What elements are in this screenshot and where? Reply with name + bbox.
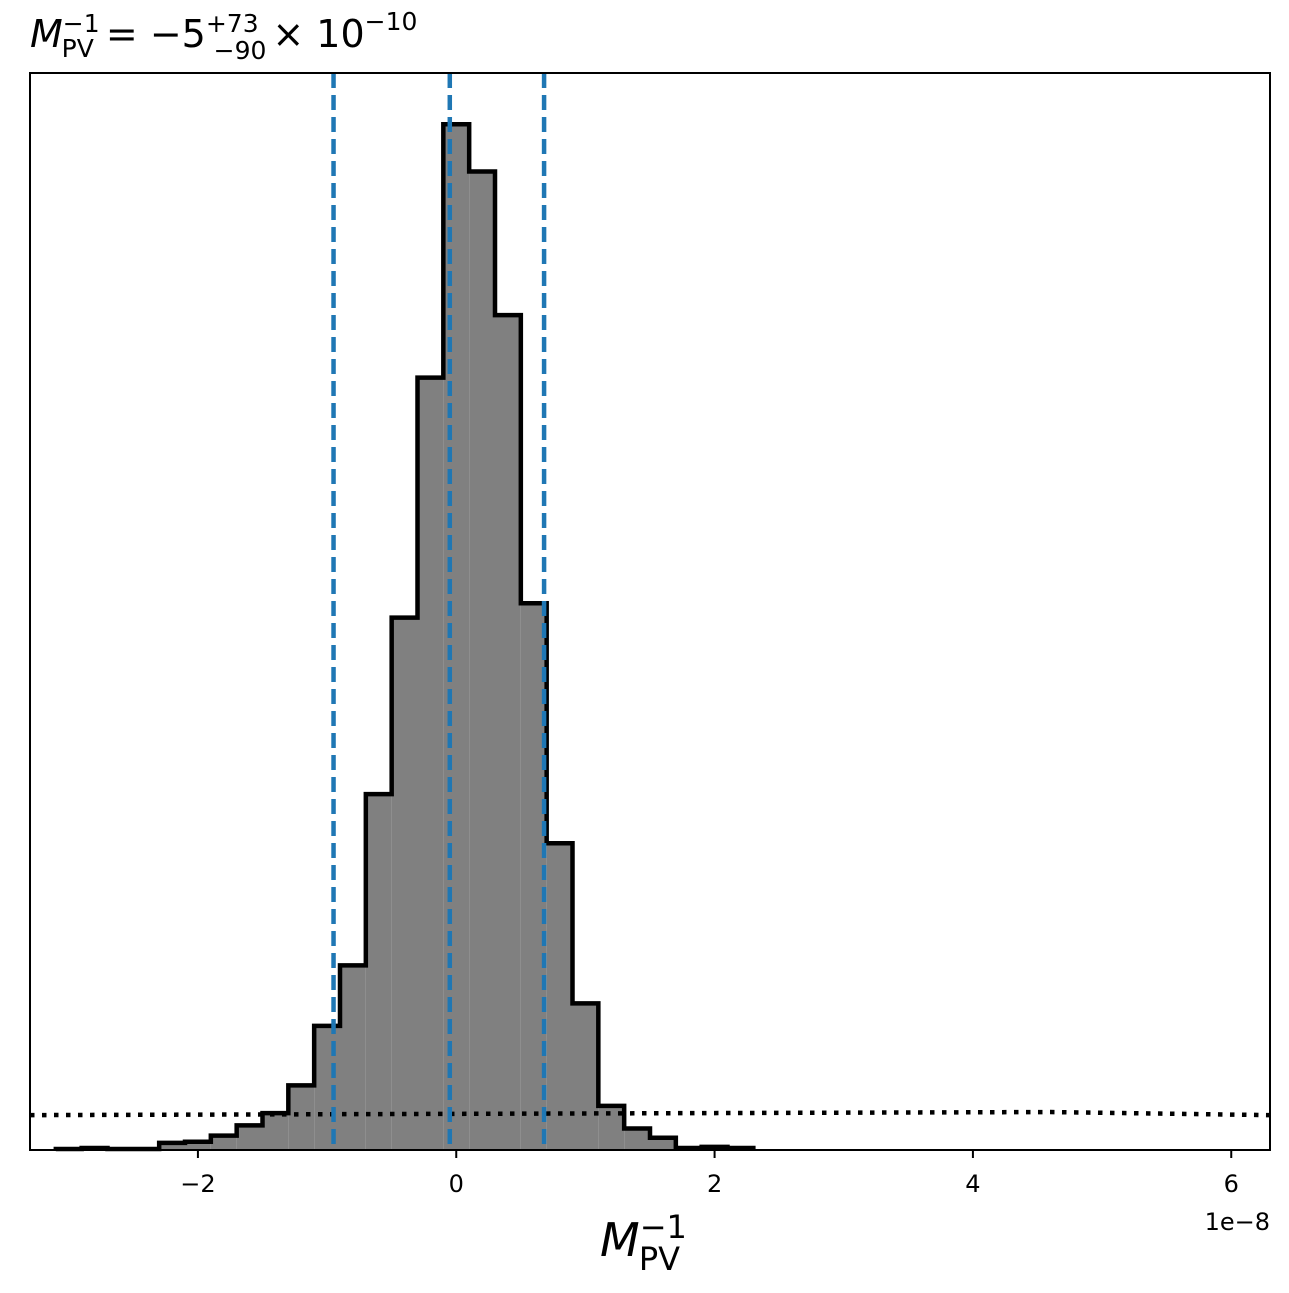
- prior-line-group: [29, 1109, 1271, 1118]
- histogram-bar: [495, 315, 521, 1150]
- histogram-bar: [314, 1025, 340, 1150]
- x-tick-label: 2: [707, 1170, 722, 1198]
- histogram-bar: [546, 843, 573, 1150]
- prior-line: [29, 1109, 1271, 1118]
- title-value-superscript: +73: [206, 9, 259, 38]
- title-symbol-subscript: PV: [62, 34, 94, 63]
- quantile-lines-group: [331, 73, 547, 1150]
- x-tick-label: 4: [965, 1170, 980, 1198]
- xlabel-subscript: PV: [639, 1240, 680, 1278]
- title-value-subscript: −90: [214, 36, 267, 65]
- histogram-bar: [391, 617, 418, 1150]
- title-equals: = −5: [94, 12, 206, 56]
- x-axis-ticks: −2 0 2 4 6: [180, 1150, 1239, 1198]
- x-tick-label: −2: [180, 1170, 215, 1198]
- histogram-bar: [159, 1142, 185, 1150]
- axes-frame: [29, 72, 1271, 1151]
- chart-title: M−1 PV = −5+73 −90 × 10−10: [30, 7, 417, 65]
- title-multiplier: × 10: [272, 12, 364, 56]
- histogram-bar: [443, 124, 470, 1150]
- title-symbol-superscript: −1: [63, 9, 100, 38]
- histogram-bar: [469, 171, 495, 1150]
- histogram-bars: [53, 122, 756, 1152]
- histogram-bar: [236, 1125, 263, 1150]
- histogram-bar: [417, 377, 444, 1150]
- x-tick-label: 6: [1224, 1170, 1239, 1198]
- histogram-bar: [624, 1128, 650, 1150]
- title-symbol: M: [30, 12, 63, 56]
- title-multiplier-exponent: −10: [365, 7, 418, 36]
- x-offset-label: 1e−8: [1205, 1208, 1270, 1236]
- x-axis-label: M−1 PV: [600, 1208, 687, 1278]
- histogram-bar: [288, 1085, 315, 1150]
- x-tick-label: 0: [449, 1170, 464, 1198]
- histogram-bar: [262, 1113, 289, 1150]
- histogram-bar: [365, 794, 392, 1150]
- histogram-bar: [210, 1135, 237, 1150]
- xlabel-superscript: −1: [640, 1208, 687, 1246]
- histogram-bar: [650, 1137, 676, 1150]
- histogram-bar: [340, 965, 366, 1150]
- histogram-outline: [53, 122, 756, 1152]
- histogram-bar: [185, 1141, 211, 1150]
- histogram-bar: [572, 1003, 599, 1150]
- xlabel-symbol: M: [600, 1213, 640, 1267]
